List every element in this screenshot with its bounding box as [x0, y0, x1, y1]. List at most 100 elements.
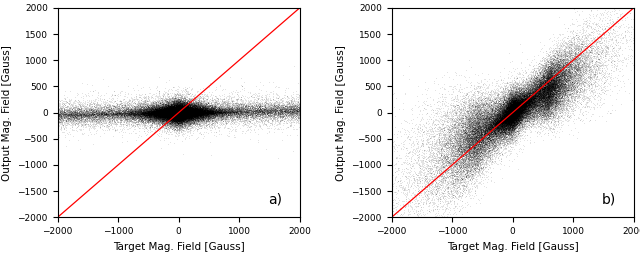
Point — [97, 114, 108, 118]
Point — [170, 118, 180, 122]
Point — [510, 113, 520, 117]
Point — [86, 107, 97, 111]
Point — [452, 130, 462, 135]
Point — [148, 114, 159, 119]
Point — [490, 121, 500, 125]
Point — [169, 109, 179, 114]
Point — [148, 112, 158, 116]
Point — [203, 111, 213, 116]
Point — [154, 109, 164, 113]
Point — [530, 78, 540, 82]
Point — [472, 147, 482, 151]
Point — [179, 108, 189, 113]
Point — [561, 58, 571, 63]
Point — [526, 97, 536, 101]
Point — [170, 116, 180, 120]
Point — [463, 146, 473, 150]
Point — [538, 111, 548, 116]
Point — [186, 107, 196, 111]
Point — [502, 117, 513, 121]
Point — [503, 101, 513, 106]
Point — [447, 170, 458, 175]
Point — [488, 126, 498, 130]
Point — [151, 114, 161, 118]
Point — [205, 116, 216, 120]
Point — [436, 146, 446, 150]
Point — [506, 105, 516, 110]
Point — [186, 105, 196, 109]
Point — [508, 105, 518, 109]
Point — [516, 108, 526, 112]
Point — [184, 110, 194, 114]
Point — [114, 108, 124, 112]
Point — [163, 117, 173, 121]
Point — [56, 110, 67, 114]
Point — [487, 110, 497, 114]
Point — [561, 65, 572, 70]
Point — [193, 113, 203, 118]
Point — [180, 113, 190, 117]
Point — [252, 113, 262, 117]
Point — [254, 87, 264, 92]
Point — [468, 125, 478, 129]
Point — [201, 110, 211, 114]
Point — [538, 84, 548, 88]
Point — [169, 99, 179, 103]
Point — [461, 145, 471, 150]
Point — [485, 109, 495, 113]
Point — [185, 112, 195, 116]
Point — [535, 104, 545, 108]
Point — [573, 68, 583, 73]
Point — [500, 114, 511, 118]
Point — [233, 111, 243, 115]
Point — [173, 109, 184, 114]
Point — [174, 105, 184, 109]
Point — [562, 112, 572, 116]
Point — [63, 122, 74, 126]
Point — [577, 59, 588, 63]
Point — [507, 114, 517, 118]
Point — [552, 107, 563, 111]
Point — [523, 96, 533, 100]
Point — [189, 116, 199, 120]
Point — [460, 129, 470, 134]
Point — [508, 113, 518, 117]
Point — [158, 111, 168, 115]
Point — [70, 118, 81, 123]
Point — [552, 83, 563, 87]
Point — [172, 112, 182, 116]
Point — [145, 112, 156, 117]
Point — [171, 106, 181, 111]
Point — [234, 111, 244, 115]
Point — [479, 172, 489, 176]
Point — [172, 116, 182, 120]
Point — [540, 103, 550, 107]
Point — [170, 108, 180, 112]
Point — [144, 117, 154, 122]
Point — [499, 117, 509, 121]
Point — [520, 112, 530, 116]
Point — [223, 95, 234, 99]
Point — [469, 139, 479, 143]
Point — [179, 112, 189, 116]
Point — [484, 116, 494, 120]
Point — [497, 122, 507, 126]
Point — [170, 113, 180, 117]
Point — [154, 111, 164, 115]
Point — [172, 109, 182, 113]
Point — [499, 114, 509, 118]
Point — [492, 123, 502, 128]
Point — [509, 102, 519, 106]
Point — [223, 108, 233, 112]
Point — [170, 111, 180, 115]
Point — [196, 106, 206, 110]
Point — [111, 111, 122, 115]
Point — [171, 108, 181, 112]
Point — [504, 112, 515, 116]
Point — [520, 99, 531, 103]
Point — [172, 113, 182, 117]
Point — [550, 88, 560, 92]
Point — [517, 108, 527, 112]
Point — [508, 113, 518, 118]
Point — [168, 111, 179, 115]
